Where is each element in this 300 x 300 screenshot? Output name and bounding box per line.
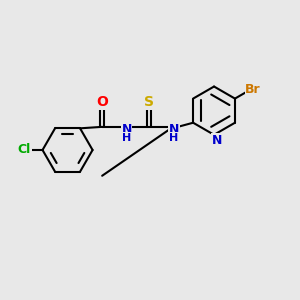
Text: N: N [169, 123, 179, 136]
Text: N: N [212, 134, 222, 147]
Text: Cl: Cl [18, 143, 31, 157]
Text: S: S [144, 95, 154, 109]
Text: Br: Br [245, 83, 261, 96]
Text: O: O [96, 95, 108, 109]
Text: N: N [122, 123, 132, 136]
Text: H: H [122, 133, 131, 143]
Text: H: H [169, 133, 178, 143]
